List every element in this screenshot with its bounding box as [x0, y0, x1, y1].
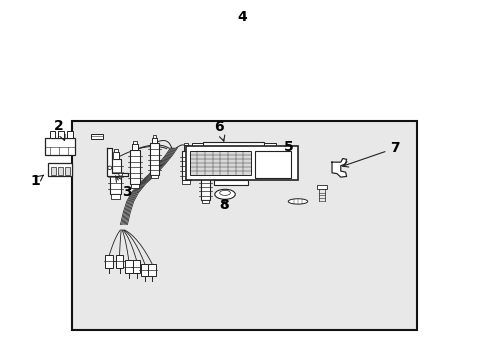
Bar — [184, 143, 187, 145]
Bar — [116, 255, 123, 267]
Polygon shape — [107, 148, 127, 176]
Bar — [133, 141, 137, 144]
Bar — [181, 151, 190, 180]
Bar — [51, 167, 56, 175]
Bar — [203, 168, 207, 173]
Bar — [112, 152, 119, 158]
Text: 8: 8 — [219, 198, 228, 212]
Ellipse shape — [287, 199, 307, 204]
Ellipse shape — [108, 166, 112, 170]
Bar — [132, 260, 140, 273]
Text: 7: 7 — [342, 141, 399, 167]
Text: 5: 5 — [262, 140, 293, 159]
Bar — [152, 138, 157, 143]
Bar — [91, 134, 103, 139]
Bar — [130, 150, 140, 184]
Bar — [186, 146, 297, 180]
Bar — [124, 260, 132, 273]
Bar — [149, 143, 159, 175]
Bar — [58, 167, 63, 175]
Bar — [201, 173, 209, 200]
Bar — [264, 143, 275, 146]
Bar — [141, 264, 148, 276]
Bar — [65, 167, 70, 175]
Bar — [203, 141, 264, 146]
Bar — [317, 185, 326, 189]
Bar — [202, 200, 209, 203]
Bar — [72, 121, 416, 330]
Ellipse shape — [119, 173, 122, 176]
Bar — [183, 145, 188, 151]
Bar — [182, 180, 189, 184]
Bar — [150, 175, 158, 179]
Polygon shape — [331, 158, 346, 177]
Bar — [152, 135, 156, 138]
Bar — [49, 131, 55, 138]
Bar — [105, 255, 113, 267]
Bar — [255, 151, 291, 178]
Text: 2: 2 — [54, 119, 65, 140]
Bar — [191, 143, 203, 146]
Bar — [132, 144, 138, 150]
Bar — [44, 138, 75, 155]
Bar — [189, 151, 250, 175]
Bar — [203, 166, 207, 168]
Bar — [148, 264, 156, 276]
Ellipse shape — [219, 190, 230, 195]
Bar — [131, 184, 139, 188]
Ellipse shape — [214, 189, 235, 199]
Text: 3: 3 — [115, 176, 131, 199]
Bar — [214, 180, 247, 185]
Text: 6: 6 — [214, 120, 224, 141]
Bar — [67, 131, 73, 138]
Bar — [113, 149, 118, 152]
Text: 4: 4 — [237, 10, 246, 24]
Bar — [110, 158, 121, 194]
Bar — [58, 131, 64, 138]
Text: 1: 1 — [30, 174, 43, 188]
Bar — [47, 163, 72, 176]
Bar — [111, 194, 120, 199]
